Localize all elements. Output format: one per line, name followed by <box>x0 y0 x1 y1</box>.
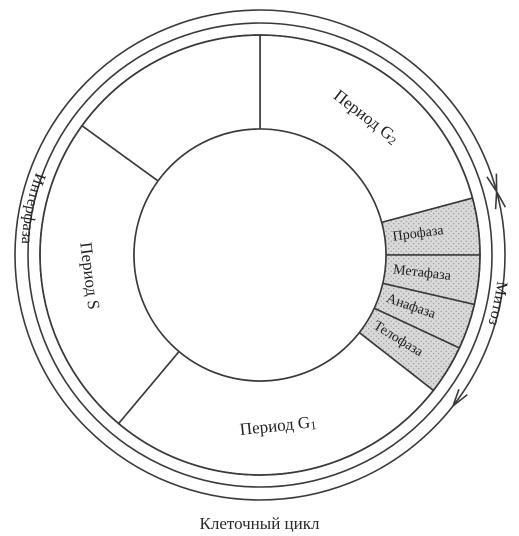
cell-cycle-diagram: Период G2ПрофазаМетафазаАнафазаТелофазаП… <box>0 0 519 536</box>
caption: Клеточный цикл <box>0 514 519 534</box>
arc-label-mitosis: Митоз <box>485 280 511 327</box>
